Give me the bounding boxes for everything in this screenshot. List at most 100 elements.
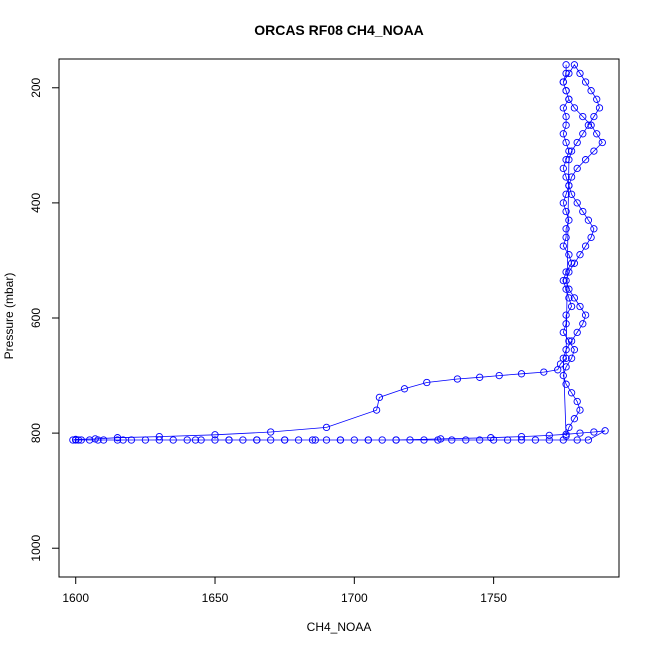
data-point xyxy=(567,389,576,397)
data-point xyxy=(579,130,587,138)
data-point xyxy=(598,138,606,147)
data-point xyxy=(573,138,581,147)
data-point xyxy=(565,181,573,190)
data-point xyxy=(434,436,442,444)
data-point xyxy=(565,95,573,103)
y-tick-label: 1000 xyxy=(29,535,43,562)
data-point xyxy=(191,436,200,444)
data-point xyxy=(540,368,548,376)
data-point xyxy=(559,354,567,362)
data-point xyxy=(584,216,593,224)
data-point xyxy=(584,436,593,444)
data-point xyxy=(400,385,409,393)
data-point xyxy=(587,233,595,242)
data-point xyxy=(336,436,345,444)
data-point xyxy=(155,436,163,444)
data-point xyxy=(565,285,573,293)
data-point xyxy=(113,436,122,444)
data-point xyxy=(225,436,233,444)
x-axis-label: CH4_NOAA xyxy=(307,620,372,634)
data-point xyxy=(590,225,598,233)
data-point xyxy=(211,436,219,444)
data-point xyxy=(570,415,579,423)
data-point xyxy=(392,436,400,444)
data-point xyxy=(595,104,604,112)
data-point xyxy=(267,436,275,444)
chart-title: ORCAS RF08 CH4_NOAA xyxy=(254,22,424,38)
data-point xyxy=(587,121,595,129)
data-point xyxy=(584,121,593,129)
data-point xyxy=(562,138,570,147)
data-point xyxy=(127,436,136,444)
data-point xyxy=(562,380,570,388)
data-point xyxy=(322,436,331,444)
x-tick-label: 1700 xyxy=(341,591,368,605)
data-point xyxy=(559,130,567,138)
data-point xyxy=(576,69,584,78)
series-line xyxy=(72,64,606,441)
data-point xyxy=(119,436,127,444)
data-point xyxy=(579,320,587,328)
data-point xyxy=(565,294,573,302)
series-layer xyxy=(69,61,609,444)
data-point xyxy=(364,436,372,444)
data-point xyxy=(565,268,573,276)
data-point xyxy=(565,147,573,155)
data-point xyxy=(554,366,562,374)
data-point xyxy=(489,436,498,444)
data-point xyxy=(562,346,570,354)
data-point xyxy=(375,393,384,402)
data-point xyxy=(448,436,456,444)
data-point xyxy=(562,112,570,121)
data-point xyxy=(581,156,590,164)
y-tick-label: 600 xyxy=(29,308,43,328)
data-point xyxy=(573,164,581,173)
data-point xyxy=(559,104,567,112)
y-tick-label: 200 xyxy=(29,77,43,97)
data-point xyxy=(570,259,579,267)
data-point xyxy=(573,328,581,337)
data-point xyxy=(565,337,573,345)
data-point xyxy=(562,285,570,293)
data-point xyxy=(567,147,576,155)
data-point xyxy=(517,432,526,441)
data-point xyxy=(350,436,358,444)
data-point xyxy=(570,104,579,112)
data-point xyxy=(99,436,108,444)
data-point xyxy=(581,311,590,319)
data-point xyxy=(567,190,576,198)
data-point xyxy=(570,346,579,354)
data-point xyxy=(197,436,205,444)
data-point xyxy=(567,302,576,311)
data-point xyxy=(601,427,609,435)
data-point xyxy=(562,354,570,362)
data-point xyxy=(545,431,553,440)
data-point xyxy=(183,436,191,444)
data-point xyxy=(562,268,570,276)
data-point xyxy=(581,78,590,86)
data-point xyxy=(406,436,414,444)
data-point xyxy=(576,302,584,311)
y-tick-label: 400 xyxy=(29,193,43,213)
data-point xyxy=(579,207,587,216)
data-point xyxy=(562,363,570,371)
data-point xyxy=(562,233,570,242)
data-point xyxy=(576,251,584,259)
data-point xyxy=(72,436,80,444)
data-point xyxy=(565,69,573,78)
data-point xyxy=(531,436,540,444)
x-tick-label: 1600 xyxy=(62,591,89,605)
y-tick-label: 800 xyxy=(29,423,43,443)
data-point xyxy=(559,276,567,285)
data-point xyxy=(322,423,331,432)
data-point xyxy=(581,242,590,250)
data-point xyxy=(453,375,462,383)
data-point xyxy=(85,436,94,444)
data-point xyxy=(545,436,553,444)
data-point xyxy=(559,371,567,380)
data-point xyxy=(503,436,512,444)
data-point xyxy=(570,294,579,302)
